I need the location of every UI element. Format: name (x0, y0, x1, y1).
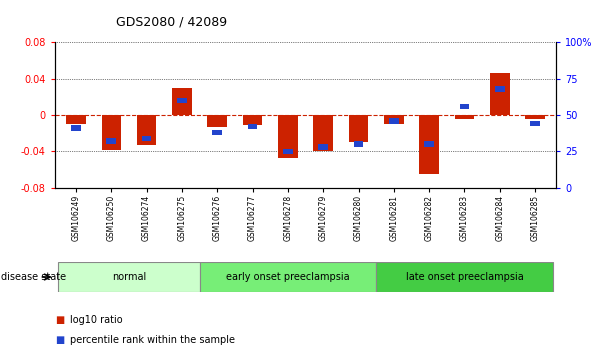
Bar (525, 115, 545, 119)
Text: ■: ■ (55, 315, 64, 325)
Bar (530, 121, 540, 126)
Bar (212, 130, 222, 135)
Bar (137, 115, 156, 145)
Bar (199, 262, 376, 292)
Bar (460, 104, 469, 109)
Bar (58, 262, 199, 292)
Bar (247, 124, 257, 129)
Text: late onset preeclampsia: late onset preeclampsia (406, 272, 523, 282)
Bar (349, 115, 368, 142)
Bar (142, 136, 151, 141)
Bar (490, 73, 510, 115)
Bar (278, 115, 297, 158)
Bar (420, 115, 439, 174)
Bar (71, 125, 81, 131)
Text: log10 ratio: log10 ratio (70, 315, 123, 325)
Text: disease state: disease state (1, 272, 66, 282)
Bar (207, 115, 227, 127)
Bar (495, 86, 505, 92)
Bar (319, 144, 328, 150)
Text: early onset preeclampsia: early onset preeclampsia (226, 272, 350, 282)
Text: normal: normal (112, 272, 146, 282)
Bar (172, 88, 192, 115)
Bar (455, 115, 474, 119)
Bar (376, 262, 553, 292)
Bar (314, 115, 333, 152)
Text: percentile rank within the sample: percentile rank within the sample (70, 335, 235, 345)
Bar (384, 115, 404, 124)
Bar (243, 115, 262, 125)
Bar (106, 138, 116, 144)
Bar (389, 118, 399, 124)
Bar (66, 115, 86, 124)
Text: GDS2080 / 42089: GDS2080 / 42089 (116, 15, 227, 28)
Bar (102, 115, 121, 149)
Bar (424, 141, 434, 147)
Bar (354, 141, 364, 147)
Bar (283, 149, 292, 154)
Text: ■: ■ (55, 335, 64, 345)
Bar (177, 98, 187, 103)
